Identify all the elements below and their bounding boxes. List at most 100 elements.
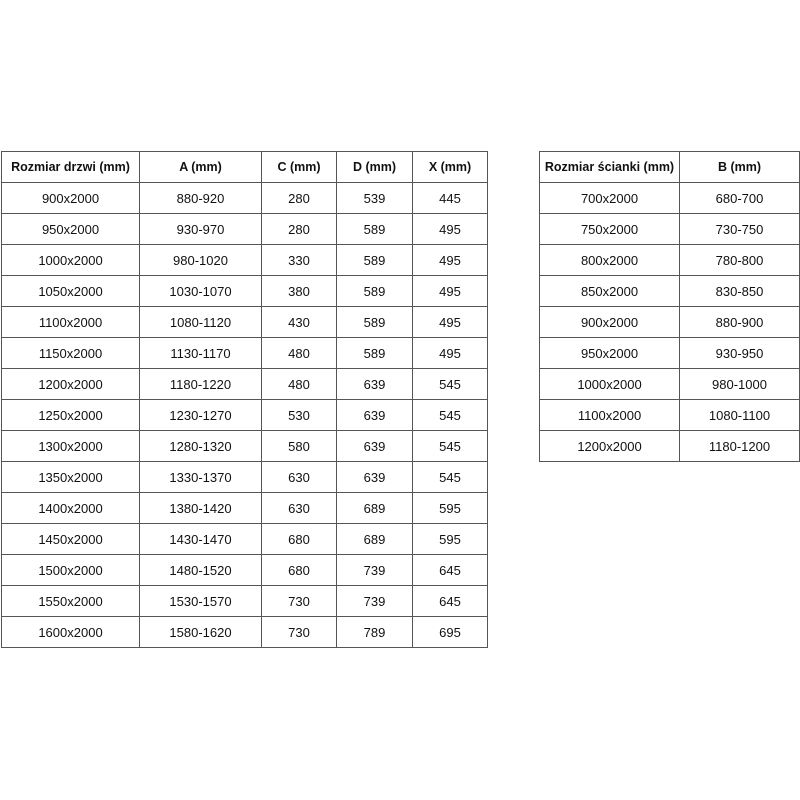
table-row: 900x2000 880-920 280 539 445: [1, 182, 488, 214]
header-cell: D (mm): [336, 151, 413, 183]
table-cell: 589: [336, 213, 413, 245]
table-cell: 1080-1120: [139, 306, 262, 338]
table-row: 1250x2000 1230-1270 530 639 545: [1, 399, 488, 431]
table-cell: 280: [261, 213, 337, 245]
table-cell: 880-920: [139, 182, 262, 214]
wall-size-table: Rozmiar ścianki (mm) B (mm) 700x2000 680-70…: [539, 151, 800, 462]
table-cell: 1600x2000: [1, 616, 140, 648]
table-row: 1550x2000 1530-1570 730 739 645: [1, 585, 488, 617]
table-cell: 545: [412, 368, 488, 400]
table-cell: 1150x2000: [1, 337, 140, 369]
table-cell: 595: [412, 492, 488, 524]
table-cell: 730-750: [679, 213, 800, 245]
table-cell: 830-850: [679, 275, 800, 307]
table-cell: 495: [412, 337, 488, 369]
table-row: 750x2000 730-750: [539, 213, 800, 245]
table-cell: 1380-1420: [139, 492, 262, 524]
table-cell: 739: [336, 585, 413, 617]
table-row: 800x2000 780-800: [539, 244, 800, 276]
table-cell: 380: [261, 275, 337, 307]
table-cell: 1030-1070: [139, 275, 262, 307]
table-cell: 1530-1570: [139, 585, 262, 617]
table-cell: 789: [336, 616, 413, 648]
table-cell: 495: [412, 213, 488, 245]
table-cell: 1100x2000: [1, 306, 140, 338]
table-cell: 645: [412, 554, 488, 586]
table-row: 1200x2000 1180-1200: [539, 430, 800, 462]
table-cell: 930-970: [139, 213, 262, 245]
table-row: 1000x2000 980-1000: [539, 368, 800, 400]
table-cell: 539: [336, 182, 413, 214]
table-cell: 780-800: [679, 244, 800, 276]
table-cell: 1180-1220: [139, 368, 262, 400]
table-cell: 730: [261, 585, 337, 617]
table-cell: 689: [336, 492, 413, 524]
table-cell: 545: [412, 399, 488, 431]
table-cell: 1050x2000: [1, 275, 140, 307]
table-cell: 730: [261, 616, 337, 648]
table-cell: 495: [412, 275, 488, 307]
table-cell: 1250x2000: [1, 399, 140, 431]
table-row: 900x2000 880-900: [539, 306, 800, 338]
header-cell: Rozmiar ścianki (mm): [539, 151, 680, 183]
table-cell: 750x2000: [539, 213, 680, 245]
table-cell: 1400x2000: [1, 492, 140, 524]
table-row: 1100x2000 1080-1100: [539, 399, 800, 431]
table-cell: 589: [336, 275, 413, 307]
table-cell: 630: [261, 492, 337, 524]
table-cell: 480: [261, 337, 337, 369]
table-cell: 739: [336, 554, 413, 586]
table-row: 1400x2000 1380-1420 630 689 595: [1, 492, 488, 524]
table-cell: 850x2000: [539, 275, 680, 307]
table-cell: 680: [261, 523, 337, 555]
table-cell: 595: [412, 523, 488, 555]
table-row: 950x2000 930-970 280 589 495: [1, 213, 488, 245]
table-cell: 639: [336, 430, 413, 462]
header-cell: Rozmiar drzwi (mm): [1, 151, 140, 183]
table-cell: 1450x2000: [1, 523, 140, 555]
table-row: 1050x2000 1030-1070 380 589 495: [1, 275, 488, 307]
table-cell: 1180-1200: [679, 430, 800, 462]
table-cell: 495: [412, 244, 488, 276]
table-cell: 680: [261, 554, 337, 586]
table-row: 1150x2000 1130-1170 480 589 495: [1, 337, 488, 369]
table-cell: 880-900: [679, 306, 800, 338]
table-row: 700x2000 680-700: [539, 182, 800, 214]
table-cell: 1080-1100: [679, 399, 800, 431]
table-cell: 495: [412, 306, 488, 338]
table-cell: 950x2000: [1, 213, 140, 245]
header-row: Rozmiar drzwi (mm) A (mm) C (mm) D (mm) X (m…: [1, 151, 488, 183]
header-row: Rozmiar ścianki (mm) B (mm): [539, 151, 800, 183]
table-row: 1200x2000 1180-1220 480 639 545: [1, 368, 488, 400]
table-row: 1450x2000 1430-1470 680 689 595: [1, 523, 488, 555]
table-row: 1300x2000 1280-1320 580 639 545: [1, 430, 488, 462]
table-cell: 1130-1170: [139, 337, 262, 369]
table-cell: 800x2000: [539, 244, 680, 276]
table-cell: 695: [412, 616, 488, 648]
table-row: 1500x2000 1480-1520 680 739 645: [1, 554, 488, 586]
table-row: 1100x2000 1080-1120 430 589 495: [1, 306, 488, 338]
door-size-table: Rozmiar drzwi (mm) A (mm) C (mm) D (mm) X (m…: [1, 151, 488, 648]
table-row: 1000x2000 980-1020 330 589 495: [1, 244, 488, 276]
table-cell: 1000x2000: [539, 368, 680, 400]
table-cell: 630: [261, 461, 337, 493]
table-cell: 1100x2000: [539, 399, 680, 431]
table-cell: 639: [336, 368, 413, 400]
table-cell: 1480-1520: [139, 554, 262, 586]
table-cell: 580: [261, 430, 337, 462]
table-cell: 645: [412, 585, 488, 617]
header-cell: A (mm): [139, 151, 262, 183]
table-cell: 1580-1620: [139, 616, 262, 648]
table-cell: 1300x2000: [1, 430, 140, 462]
table-cell: 1500x2000: [1, 554, 140, 586]
table-row: 1600x2000 1580-1620 730 789 695: [1, 616, 488, 648]
table-row: 850x2000 830-850: [539, 275, 800, 307]
table-cell: 445: [412, 182, 488, 214]
table-cell: 589: [336, 306, 413, 338]
table-cell: 1000x2000: [1, 244, 140, 276]
header-cell: C (mm): [261, 151, 337, 183]
table-cell: 280: [261, 182, 337, 214]
table-cell: 950x2000: [539, 337, 680, 369]
table-row: 950x2000 930-950: [539, 337, 800, 369]
